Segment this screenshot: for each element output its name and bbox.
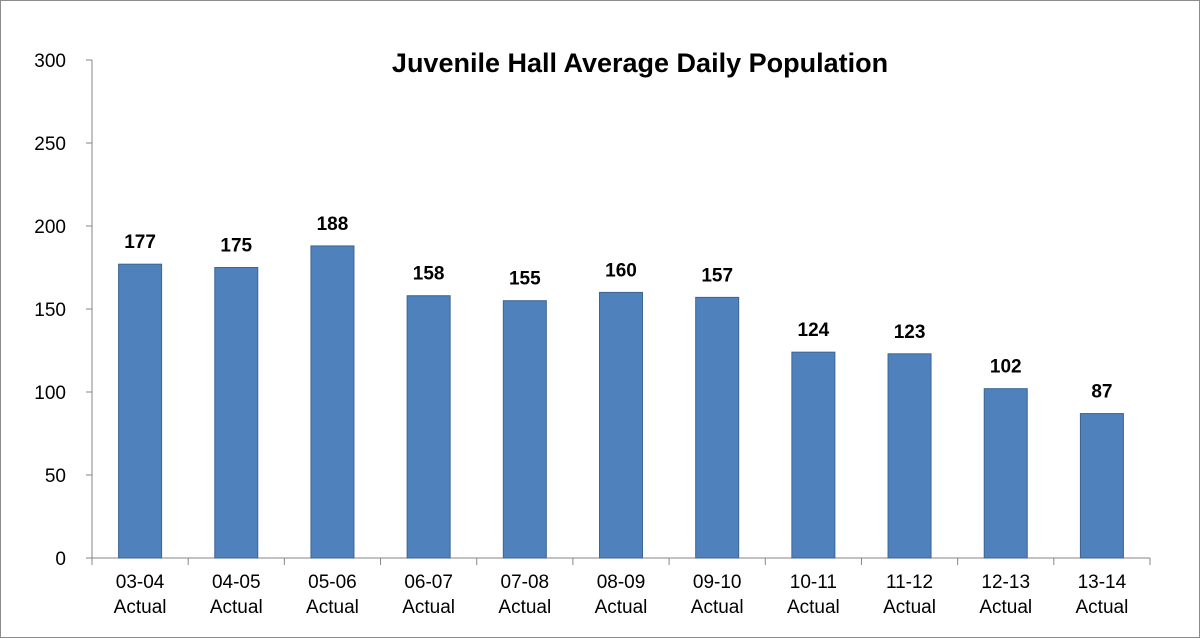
data-label: 124 [798, 320, 830, 341]
bar [118, 263, 163, 559]
bar [502, 300, 547, 559]
data-label: 177 [124, 232, 156, 253]
x-tick-label: 07-08 Actual [498, 572, 551, 618]
bar [983, 388, 1028, 559]
y-tick-label: 100 [34, 383, 66, 404]
data-label: 157 [701, 265, 733, 286]
x-tick-label: 12-13 Actual [979, 572, 1032, 618]
data-label: 188 [317, 214, 349, 235]
data-label: 87 [1091, 382, 1112, 403]
data-label: 155 [509, 269, 541, 290]
bar [791, 351, 836, 559]
y-tick-label: 300 [34, 51, 66, 72]
data-label: 102 [990, 357, 1022, 378]
data-label: 123 [894, 322, 926, 343]
y-tick-label: 250 [34, 134, 66, 155]
bar [214, 267, 259, 559]
x-tick-label: 13-14 Actual [1076, 572, 1129, 618]
y-tick-label: 200 [34, 217, 66, 238]
x-tick-label: 03-04 Actual [114, 572, 167, 618]
x-tick-label: 09-10 Actual [691, 572, 744, 618]
bar [406, 295, 451, 559]
bar [310, 245, 355, 559]
x-tick-label: 05-06 Actual [306, 572, 359, 618]
data-label: 160 [605, 260, 637, 281]
y-tick-label: 150 [34, 300, 66, 321]
x-tick-label: 08-09 Actual [595, 572, 648, 618]
bar [887, 353, 932, 559]
bar [599, 291, 643, 559]
bar [1079, 413, 1124, 559]
data-label: 175 [220, 236, 252, 257]
chart-title: Juvenile Hall Average Daily Population [392, 48, 888, 78]
y-tick-label: 0 [55, 549, 66, 570]
y-tick-label: 50 [45, 466, 66, 487]
bar [695, 296, 740, 559]
x-tick-label: 04-05 Actual [210, 572, 263, 618]
x-tick-label: 10-11 Actual [787, 572, 840, 618]
x-tick-label: 11-12 Actual [883, 572, 936, 618]
x-tick-label: 06-07 Actual [402, 572, 455, 618]
data-label: 158 [413, 264, 445, 285]
